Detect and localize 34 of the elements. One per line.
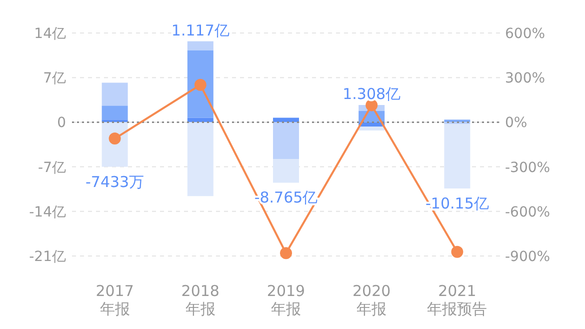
bar (102, 106, 128, 120)
bar (187, 122, 214, 196)
x-tick-label: 2020 年报 (352, 282, 391, 318)
annotation: 1.117亿 (171, 21, 230, 40)
y2-tick-label: 600% (505, 26, 546, 42)
y2-tick-label: 0% (505, 115, 528, 132)
x-tick-label: 2019 年报 (266, 282, 306, 318)
point (194, 78, 206, 91)
y2-tick-label: -300% (505, 160, 550, 176)
annotation: -7433万 (86, 172, 144, 191)
bar (187, 41, 214, 50)
y-tick-label: 0 (57, 115, 66, 132)
y-tick-label: -7亿 (38, 160, 66, 176)
y2-tick-label: -600% (505, 204, 550, 220)
y-tick-label: -14亿 (29, 204, 66, 220)
x-tick-label: 2018 年报 (181, 282, 220, 318)
bar (102, 82, 128, 106)
point (366, 99, 378, 112)
annotation: 1.308亿 (342, 84, 401, 103)
y-tick-label: 14亿 (34, 26, 66, 42)
x-tick-label: 2021 年报预告 (427, 282, 488, 318)
x-tick-label: 2017 年报 (96, 282, 134, 318)
y2-tick-label: 300% (505, 70, 546, 87)
bar (444, 124, 470, 188)
bar (273, 118, 299, 122)
y2-tick-label: -900% (505, 249, 550, 265)
bar (273, 122, 299, 160)
bar (273, 159, 299, 183)
bar (187, 118, 214, 122)
bar (358, 126, 385, 130)
point (451, 246, 464, 258)
y-tick-label: -21亿 (29, 249, 66, 265)
point (280, 247, 292, 260)
y-tick-label: 7亿 (43, 70, 66, 87)
